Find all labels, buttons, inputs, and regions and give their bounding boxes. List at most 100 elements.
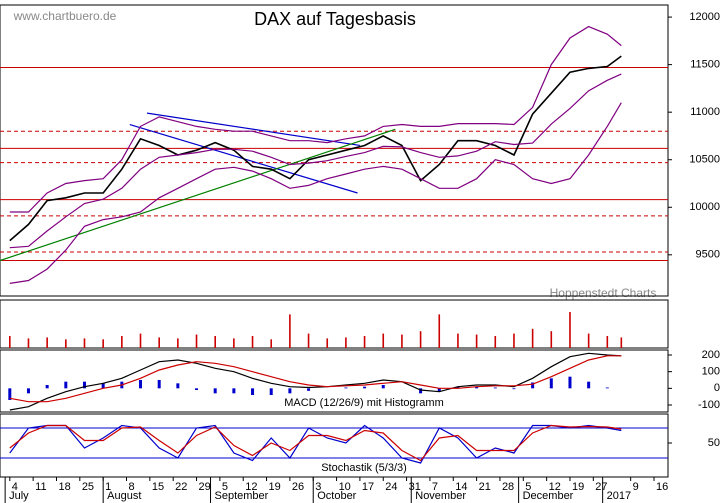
- volume-bar: [307, 333, 310, 348]
- histogram-bar: [456, 386, 460, 389]
- histogram-bar: [101, 383, 105, 389]
- x-tick-label: 12: [549, 481, 561, 493]
- volume-bar: [531, 328, 534, 348]
- panel-frame: [0, 4, 669, 297]
- histogram-bar: [381, 385, 385, 389]
- month-label: July: [9, 490, 29, 502]
- month-label: October: [317, 490, 356, 502]
- histogram-bar: [549, 378, 553, 389]
- histogram-bar: [419, 388, 423, 394]
- series-line: [9, 55, 622, 242]
- x-tick-label: 17: [362, 481, 374, 493]
- histogram-bar: [8, 388, 12, 400]
- volume-bar: [289, 314, 291, 348]
- histogram-bar: [493, 387, 497, 389]
- x-tick-label: 3: [315, 481, 321, 493]
- histogram-bar: [307, 388, 311, 391]
- x-tick-label: 16: [656, 481, 668, 493]
- volume-bar: [345, 337, 347, 348]
- volume-bar: [569, 312, 571, 348]
- histogram-bar: [587, 381, 591, 389]
- series-line: [9, 424, 622, 462]
- y-tick-label: 100: [702, 366, 720, 378]
- watermark: www.chartbuero.de: [13, 9, 117, 23]
- month-label: 2017: [607, 490, 631, 502]
- x-tick-label: 24: [385, 481, 397, 493]
- series-line: [9, 424, 622, 464]
- x-tick-label: 14: [455, 481, 467, 493]
- volume-bar: [121, 336, 123, 348]
- y-tick-label: 0: [714, 382, 720, 394]
- histogram-bar: [232, 388, 236, 394]
- volume-bar: [419, 331, 422, 348]
- x-tick-label: 25: [82, 481, 94, 493]
- panel-frame: [0, 299, 669, 349]
- series-line: [9, 102, 622, 284]
- trend-line: [0, 128, 396, 262]
- volume-bar: [9, 336, 11, 348]
- x-tick-label: 12: [245, 481, 257, 493]
- volume-bar: [195, 334, 198, 348]
- panel-title: Stochastik (5/3/3): [321, 462, 407, 474]
- y-tick-label: 12000: [689, 11, 720, 23]
- x-tick-label: 9: [633, 481, 639, 493]
- series-line: [9, 355, 622, 403]
- histogram-bar: [269, 388, 273, 395]
- series-line: [9, 73, 622, 249]
- volume-bar: [587, 333, 590, 348]
- volume-bar: [401, 334, 403, 348]
- x-tick-label: 26: [292, 481, 304, 493]
- volume-bar: [494, 336, 497, 348]
- volume-bar: [46, 337, 48, 348]
- source: Hoppenstedt Charts: [550, 286, 657, 300]
- y-tick-label: 10500: [689, 154, 720, 166]
- x-tick-label: 5: [525, 481, 531, 493]
- y-tick-label: 10000: [689, 201, 720, 213]
- series-line: [9, 352, 622, 411]
- histogram-bar: [437, 388, 441, 392]
- histogram-bar: [45, 385, 49, 389]
- volume-bar: [27, 338, 30, 348]
- histogram-bar: [344, 387, 348, 389]
- y-tick-label: -100: [698, 399, 720, 411]
- histogram-bar: [157, 380, 161, 389]
- y-tick-label: 11000: [690, 106, 720, 118]
- volume-bar: [214, 336, 216, 348]
- volume-bar: [139, 333, 142, 348]
- y-tick-label: 11500: [690, 59, 720, 71]
- month-label: September: [215, 490, 269, 502]
- volume-bar: [83, 338, 86, 348]
- x-tick-label: 1: [105, 481, 111, 493]
- histogram-bar: [288, 388, 292, 394]
- y-tick-label: 200: [702, 349, 720, 361]
- x-tick-label: 29: [199, 481, 211, 493]
- volume-bar: [620, 337, 623, 348]
- volume-bar: [233, 338, 235, 348]
- x-tick-label: 27: [595, 481, 607, 493]
- chart-title: DAX auf Tagesbasis: [254, 9, 416, 29]
- histogram-bar: [605, 387, 609, 389]
- volume-bar: [606, 336, 609, 348]
- volume-bar: [326, 338, 329, 348]
- series-line: [9, 25, 622, 213]
- histogram-bar: [176, 383, 180, 389]
- histogram-bar: [251, 388, 255, 395]
- volume-bar: [65, 339, 67, 348]
- panel-title: MACD (12/26/9) mit Histogramm: [284, 397, 444, 409]
- month-label: December: [523, 490, 574, 502]
- x-tick-label: 15: [152, 481, 164, 493]
- histogram-bar: [531, 382, 535, 389]
- x-tick-label: 10: [339, 481, 351, 493]
- volume-bar: [382, 333, 385, 348]
- volume-bar: [363, 336, 366, 348]
- volume-bar: [270, 339, 273, 348]
- histogram-bar: [512, 388, 516, 390]
- x-tick-label: 22: [175, 481, 187, 493]
- histogram-bar: [213, 388, 217, 394]
- x-tick-label: 21: [479, 481, 491, 493]
- x-tick-label: 19: [269, 481, 281, 493]
- volume-bar: [251, 336, 254, 348]
- y-tick-label: 9500: [696, 249, 720, 261]
- volume-bar: [102, 339, 104, 348]
